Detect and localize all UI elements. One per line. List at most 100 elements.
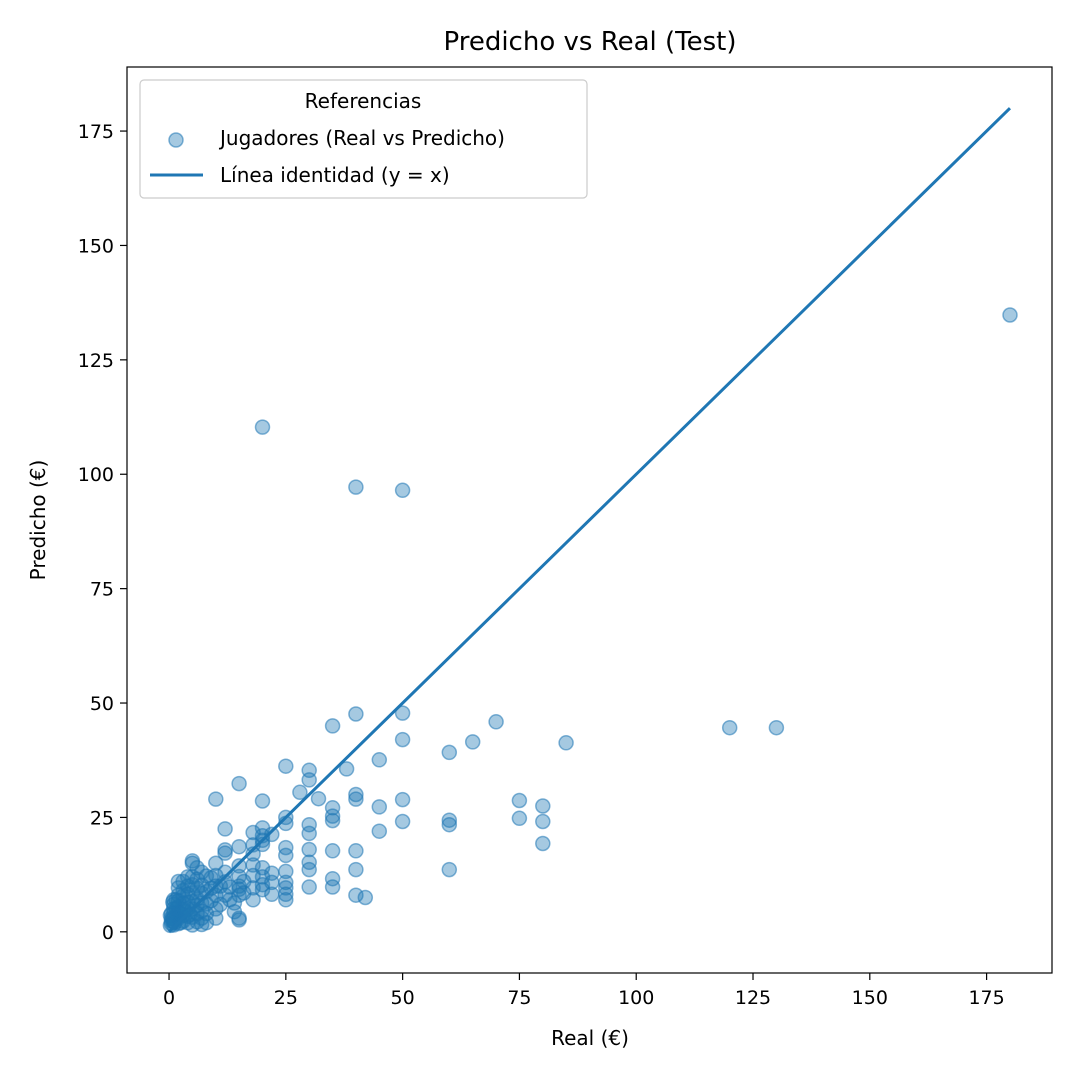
identity-line: [167, 107, 1012, 933]
data-point: [231, 912, 247, 928]
data-point: [394, 813, 411, 830]
data-point: [222, 892, 238, 908]
data-point: [292, 784, 308, 801]
y-tick-label: 75: [90, 579, 114, 601]
data-point: [301, 879, 317, 895]
data-point: [558, 735, 574, 751]
data-point: [254, 793, 271, 809]
x-tick-label: 125: [735, 987, 771, 1009]
data-point: [212, 896, 229, 913]
data-point: [324, 800, 341, 816]
identity-line-layer: [167, 107, 1012, 933]
x-tick-label: 150: [852, 987, 888, 1009]
legend-scatter-marker: [168, 132, 184, 148]
data-point: [301, 816, 317, 833]
y-tick-label: 50: [90, 693, 114, 715]
data-point: [217, 845, 233, 861]
data-point: [278, 839, 294, 856]
data-point: [278, 847, 294, 864]
x-axis-ticks: 0 25 50 75 100 125 150 175: [163, 973, 1005, 1009]
legend: Referencias Jugadores (Real vs Predicho)…: [139, 79, 588, 199]
data-point: [231, 838, 247, 855]
data-point: [441, 744, 458, 761]
legend-entry-scatter: Jugadores (Real vs Predicho): [218, 126, 505, 150]
data-point: [338, 761, 355, 777]
data-point: [301, 854, 317, 871]
data-point: [278, 758, 294, 774]
y-tick-label: 100: [78, 464, 114, 486]
data-point: [254, 419, 271, 435]
data-point: [278, 892, 294, 908]
data-point: [222, 879, 238, 895]
data-point: [324, 870, 341, 887]
data-point: [535, 835, 551, 852]
y-tick-label: 25: [90, 807, 114, 829]
data-point: [348, 479, 364, 495]
data-point: [348, 843, 364, 859]
data-point: [535, 813, 551, 830]
y-tick-label: 150: [78, 235, 114, 257]
data-point: [264, 826, 280, 843]
y-tick-label: 125: [78, 350, 114, 372]
data-point: [203, 880, 219, 897]
legend-title: Referencias: [305, 89, 422, 113]
data-point: [348, 791, 364, 807]
plot-frame: [126, 66, 1053, 974]
x-tick-label: 75: [507, 987, 531, 1009]
data-point: [464, 734, 481, 750]
data-point: [324, 843, 341, 859]
x-tick-label: 100: [618, 987, 654, 1009]
data-point: [324, 808, 341, 824]
x-tick-label: 25: [274, 987, 298, 1009]
data-point: [217, 821, 233, 837]
data-point: [245, 846, 261, 862]
data-point: [254, 876, 271, 893]
data-point: [721, 719, 738, 736]
data-point: [488, 714, 504, 730]
data-point: [184, 855, 201, 871]
data-point: [165, 894, 181, 910]
data-point: [441, 812, 458, 828]
data-point: [357, 889, 374, 906]
data-point: [236, 885, 252, 901]
legend-box: [139, 79, 588, 199]
legend-entry-line: Línea identidad (y = x): [220, 163, 450, 187]
data-point: [441, 861, 458, 878]
data-point: [324, 812, 341, 829]
data-point: [203, 892, 219, 909]
data-point: [208, 791, 224, 807]
data-point: [348, 861, 364, 878]
data-point: [348, 786, 364, 803]
data-point: [348, 706, 364, 722]
data-point: [394, 731, 411, 748]
data-point: [371, 823, 388, 839]
data-point: [264, 886, 280, 903]
data-point: [394, 791, 411, 808]
x-tick-label: 0: [163, 987, 175, 1009]
data-point: [371, 799, 388, 815]
data-point: [301, 772, 317, 788]
data-point: [1002, 307, 1018, 323]
data-point: [324, 879, 341, 895]
data-point: [264, 874, 280, 891]
y-tick-label: 175: [78, 121, 114, 143]
data-point: [441, 816, 458, 833]
data-point: [245, 824, 261, 841]
data-point: [768, 719, 785, 736]
data-point: [348, 887, 364, 903]
data-point: [231, 858, 247, 874]
points-layer: [162, 307, 1018, 934]
data-point: [535, 798, 551, 814]
data-point: [172, 914, 189, 931]
data-point: [236, 873, 252, 890]
y-tick-label: 0: [102, 922, 114, 944]
data-point: [324, 718, 341, 734]
data-point: [394, 705, 411, 721]
data-point: [231, 775, 247, 792]
x-axis-label: Real (€): [551, 1026, 629, 1050]
data-point: [184, 869, 201, 885]
data-point: [301, 841, 317, 858]
data-point: [511, 792, 528, 809]
data-point: [208, 855, 224, 871]
chart-title: Predicho vs Real (Test): [443, 27, 736, 57]
